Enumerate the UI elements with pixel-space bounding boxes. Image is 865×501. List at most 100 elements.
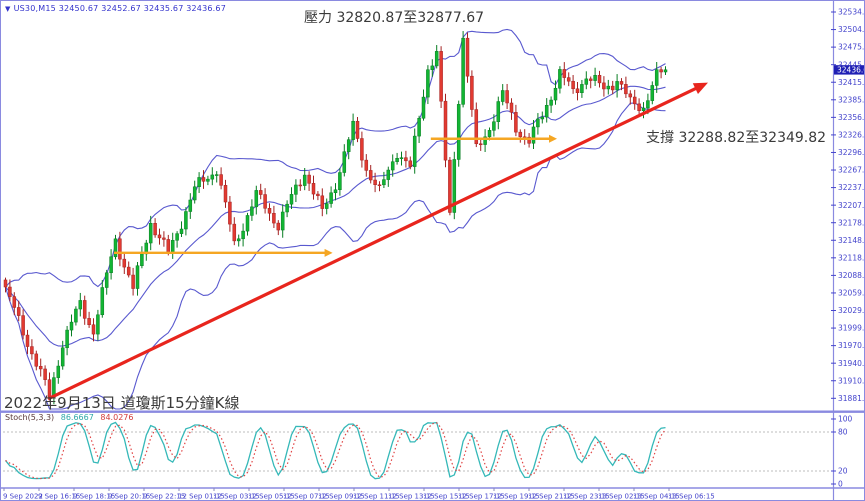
candle bbox=[399, 151, 404, 166]
candle bbox=[219, 167, 223, 190]
price-axis-label: 32356.20 bbox=[838, 113, 865, 122]
candle bbox=[338, 167, 342, 196]
candle bbox=[540, 111, 545, 124]
price-axis-label: 31881.00 bbox=[838, 394, 865, 403]
candle bbox=[597, 70, 602, 88]
candle bbox=[522, 129, 527, 145]
candle bbox=[69, 314, 74, 337]
candlesticks bbox=[3, 31, 668, 405]
candle bbox=[280, 204, 285, 238]
candle bbox=[351, 113, 355, 146]
symbol-info-bar: ▼ US30,M15 32450.67 32452.67 32435.67 324… bbox=[5, 4, 226, 13]
time-axis-label: 9 Sep 16:15 bbox=[38, 493, 80, 501]
candle bbox=[470, 70, 474, 117]
candle bbox=[60, 340, 65, 370]
candle bbox=[474, 102, 479, 148]
candle bbox=[377, 181, 382, 192]
resistance-annotation: 壓力 32820.87至32877.67 bbox=[304, 10, 485, 26]
candle bbox=[628, 90, 633, 105]
candle bbox=[184, 207, 188, 236]
price-axis-label: 32178.00 bbox=[838, 218, 865, 227]
candle bbox=[214, 171, 219, 183]
price-axis-label: 32475.00 bbox=[838, 43, 865, 52]
candle bbox=[289, 187, 294, 209]
candle bbox=[562, 62, 567, 86]
candle bbox=[254, 185, 259, 215]
candle bbox=[96, 309, 100, 341]
candle bbox=[157, 228, 162, 245]
time-axis-label: 12 Sep 23:15 bbox=[563, 493, 610, 501]
candle bbox=[324, 198, 329, 215]
time-axis-label: 9 Sep 22:15 bbox=[143, 493, 185, 501]
candle bbox=[307, 171, 311, 191]
candle bbox=[12, 292, 17, 316]
candle bbox=[118, 231, 122, 267]
candle bbox=[276, 220, 281, 236]
candle bbox=[355, 116, 360, 143]
current-price-tag bbox=[834, 65, 864, 75]
candle bbox=[258, 183, 263, 200]
candle bbox=[104, 269, 109, 295]
candle bbox=[30, 339, 34, 360]
candle bbox=[619, 78, 624, 91]
candle bbox=[272, 205, 276, 229]
candle bbox=[593, 67, 597, 86]
stochastic-label: Stoch(5,3,3) 86.6667 84.0276 bbox=[5, 413, 133, 422]
price-axis-label: 31970.10 bbox=[838, 341, 865, 350]
stochastic-d-line bbox=[5, 422, 666, 480]
stoch-axis-label: 20 bbox=[838, 467, 848, 476]
candle bbox=[434, 45, 439, 69]
candle bbox=[109, 249, 113, 280]
time-axis-label: 9 Sep 20:15 bbox=[108, 493, 150, 501]
candle bbox=[395, 152, 399, 165]
price-axis-label: 32296.80 bbox=[838, 148, 865, 157]
candle bbox=[465, 32, 470, 83]
candle bbox=[615, 74, 619, 98]
candle bbox=[65, 325, 69, 356]
candle bbox=[34, 350, 39, 371]
price-axis-label: 32207.70 bbox=[838, 201, 865, 210]
support-line-segments[interactable] bbox=[114, 134, 557, 257]
candle bbox=[430, 59, 435, 77]
candle bbox=[346, 137, 351, 160]
time-axis-label: 12 Sep 03:15 bbox=[213, 493, 260, 501]
candle bbox=[443, 93, 448, 168]
time-axis-label: 12 Sep 15:15 bbox=[423, 493, 470, 501]
candle bbox=[192, 180, 197, 204]
symbol-dropdown-icon[interactable]: ▼ bbox=[5, 5, 11, 13]
price-axis-label: 32415.60 bbox=[838, 78, 865, 87]
candle bbox=[320, 188, 325, 217]
candle bbox=[663, 66, 668, 75]
candle bbox=[153, 218, 157, 238]
candle bbox=[606, 79, 611, 95]
date-title-annotation: 2022年9月13日 道瓊斯15分鐘K線 bbox=[4, 394, 240, 412]
candle bbox=[56, 360, 61, 384]
price-axis-label: 32237.40 bbox=[838, 183, 865, 192]
candle bbox=[113, 234, 118, 260]
stochastic-k-line bbox=[4, 421, 666, 480]
candle bbox=[82, 295, 87, 325]
candle bbox=[144, 239, 149, 261]
trendline[interactable] bbox=[47, 82, 708, 401]
candle bbox=[342, 144, 347, 177]
price-axis[interactable]: 32534.40 32504.70 32475.00 32445.30 32415.60… bbox=[831, 8, 865, 489]
time-axis-label: 12 Sep 09:15 bbox=[318, 493, 365, 501]
price-axis-label: 32029.50 bbox=[838, 306, 865, 315]
candle bbox=[650, 81, 655, 105]
candle bbox=[267, 203, 272, 221]
candle bbox=[87, 311, 91, 328]
price-axis-label: 31999.80 bbox=[838, 324, 865, 333]
candle bbox=[16, 300, 21, 322]
candle bbox=[452, 151, 457, 220]
candle bbox=[126, 261, 131, 278]
time-axis-label: 12 Sep 21:15 bbox=[528, 493, 575, 501]
bollinger-bands bbox=[4, 28, 666, 410]
candle bbox=[236, 234, 241, 247]
candle bbox=[74, 306, 78, 326]
price-axis-label: 32148.30 bbox=[838, 236, 865, 245]
candle bbox=[228, 196, 232, 232]
candle bbox=[654, 62, 659, 93]
